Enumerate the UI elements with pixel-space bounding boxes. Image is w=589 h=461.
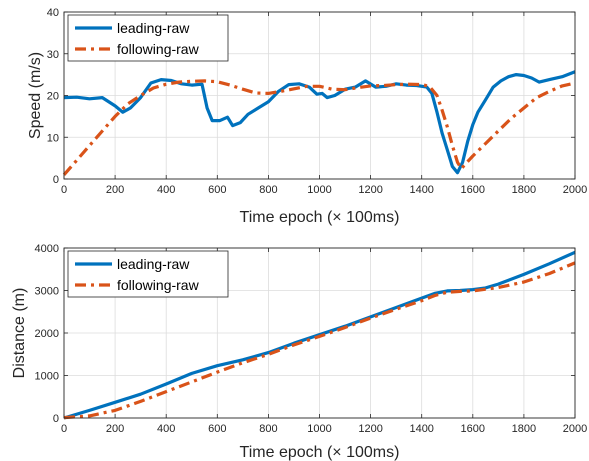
x-tick-label: 200 [106, 423, 124, 435]
x-axis-label: Time epoch (× 100ms) [240, 444, 400, 461]
x-tick-label: 800 [259, 184, 277, 196]
chart-panel-2: 0 200 400 600 800 1000 1200 1400 1600 1800 2000 0 10… [11, 243, 587, 461]
series-line-following-raw [63, 261, 576, 420]
legend: leading-raw following-raw [67, 14, 229, 62]
legend-box [67, 14, 229, 62]
series-line-leading-raw [63, 250, 576, 420]
chart-panel-1: 0 200 400 600 800 1000 1200 1400 1600 1800 2000 0 10… [27, 7, 587, 226]
x-tick-label: 200 [106, 184, 124, 196]
x-tick-label: 1000 [307, 184, 331, 196]
x-tick-label: 400 [157, 184, 175, 196]
x-tick-label: 800 [259, 423, 277, 435]
x-tick-label: 1000 [307, 423, 331, 435]
y-tick-label: 2000 [35, 328, 59, 340]
y-tick-label: 3000 [35, 286, 59, 298]
x-tick-label: 1200 [358, 184, 382, 196]
x-tick-label: 1800 [512, 423, 536, 435]
legend-label: leading-raw [117, 20, 190, 36]
y-axis-label: Distance (m) [11, 288, 28, 379]
x-tick-label: 1400 [409, 184, 433, 196]
legend-label: following-raw [117, 277, 200, 293]
y-tick-label: 30 [47, 49, 59, 61]
series-line-leading-raw [63, 70, 576, 175]
x-tick-label: 2000 [563, 184, 587, 196]
legend: leading-raw following-raw [67, 250, 229, 298]
y-tick-label: 0 [53, 413, 59, 425]
x-tick-label: 2000 [563, 423, 587, 435]
y-tick-label: 4000 [35, 243, 59, 255]
x-tick-label: 1600 [461, 423, 485, 435]
x-tick-label: 400 [157, 423, 175, 435]
y-tick-label: 10 [47, 132, 59, 144]
x-tick-label: 1400 [409, 423, 433, 435]
x-tick-label: 0 [61, 184, 67, 196]
y-tick-label: 1000 [35, 371, 59, 383]
series-line-following-raw [62, 79, 576, 176]
x-tick-label: 0 [61, 423, 67, 435]
legend-label: leading-raw [117, 256, 190, 272]
x-tick-label: 1600 [461, 184, 485, 196]
x-axis-label: Time epoch (× 100ms) [240, 209, 400, 226]
y-tick-label: 40 [47, 7, 59, 19]
legend-label: following-raw [117, 41, 200, 57]
y-tick-label: 0 [53, 174, 59, 186]
x-tick-label: 600 [208, 423, 226, 435]
y-tick-label: 20 [47, 91, 59, 103]
legend-box [67, 250, 229, 298]
x-tick-label: 1800 [512, 184, 536, 196]
x-tick-label: 1200 [358, 423, 382, 435]
x-tick-label: 600 [208, 184, 226, 196]
y-axis-label: Speed (m/s) [27, 52, 44, 139]
